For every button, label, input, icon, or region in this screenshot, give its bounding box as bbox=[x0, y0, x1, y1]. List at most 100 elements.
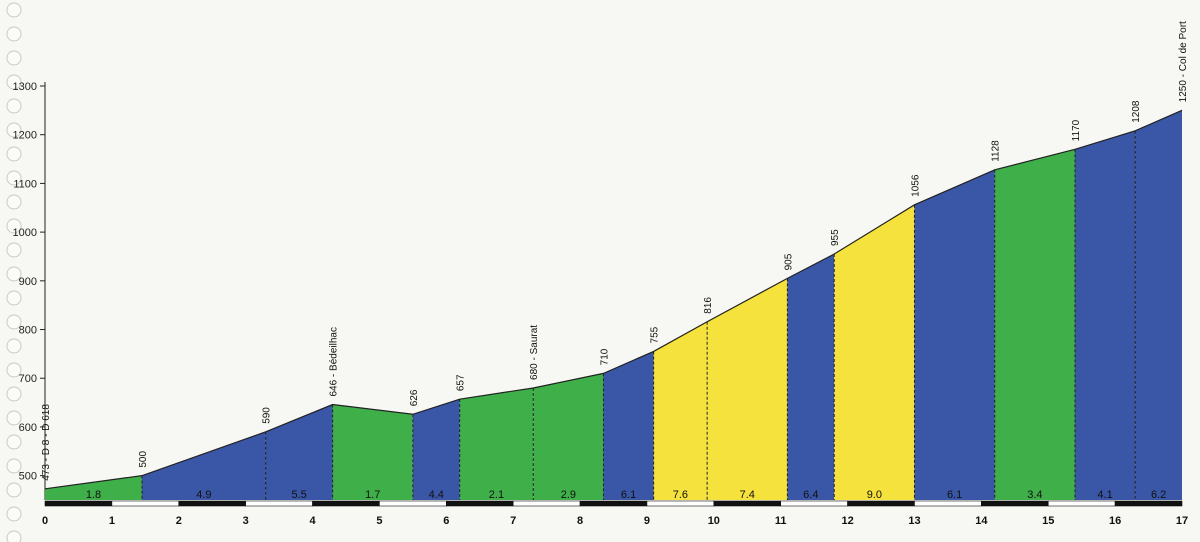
km-scale-bar bbox=[44, 500, 1183, 507]
x-tick-label: 10 bbox=[708, 515, 720, 527]
profile-segment bbox=[1135, 110, 1182, 501]
binder-hole bbox=[6, 50, 22, 66]
x-tick-label: 7 bbox=[510, 515, 516, 527]
grade-label: 7.4 bbox=[740, 489, 755, 501]
grade-label: 6.1 bbox=[621, 489, 636, 501]
binder-hole bbox=[6, 386, 22, 402]
binder-hole bbox=[6, 338, 22, 354]
binder-hole bbox=[6, 506, 22, 522]
km-scale-block bbox=[111, 500, 180, 507]
profile-segment bbox=[707, 278, 788, 500]
km-scale-block bbox=[245, 500, 313, 507]
elevation-label: 1128 bbox=[991, 140, 1002, 162]
binder-hole bbox=[6, 74, 22, 90]
profile-segment bbox=[412, 399, 460, 500]
elevation-label: 590 bbox=[262, 407, 273, 424]
km-scale-block bbox=[646, 500, 715, 507]
x-tick-label: 5 bbox=[376, 515, 382, 527]
grade-label: 6.1 bbox=[947, 489, 962, 501]
km-scale-block bbox=[914, 500, 982, 507]
km-scale-block bbox=[1114, 500, 1183, 507]
binder-hole bbox=[6, 26, 22, 42]
elevation-label: 473 - D 8 - D 618 bbox=[41, 404, 52, 481]
y-tick-label: 1100 bbox=[13, 178, 37, 190]
x-axis: 0 1 2 3 4 5 6 7 8 9 10 11 12 13 14 15 16 17 bbox=[42, 515, 1188, 527]
binder-hole bbox=[6, 146, 22, 162]
elevation-labels: 473 - D 8 - D 618 500 590 646 - Bédeilhac 62… bbox=[41, 21, 1189, 481]
profile-segment bbox=[834, 204, 915, 500]
y-tick-label: 500 bbox=[19, 471, 37, 483]
x-tick-label: 16 bbox=[1109, 515, 1121, 527]
km-scale-block bbox=[579, 500, 648, 507]
x-tick-label: 0 bbox=[42, 515, 48, 527]
elevation-label: 816 bbox=[703, 297, 714, 314]
binder-hole bbox=[6, 266, 22, 282]
binder-hole bbox=[6, 290, 22, 306]
y-tick-label: 600 bbox=[19, 422, 37, 434]
elevation-label: 755 bbox=[650, 326, 661, 343]
grade-label: 1.7 bbox=[365, 489, 380, 501]
elevation-label: 500 bbox=[138, 451, 149, 468]
elevation-label: 646 - Bédeilhac bbox=[329, 327, 340, 397]
binder-hole bbox=[6, 530, 22, 542]
km-scale-block bbox=[780, 500, 848, 507]
km-scale-block bbox=[44, 500, 113, 507]
km-scale-block bbox=[512, 500, 581, 507]
km-scale-block bbox=[1047, 500, 1116, 507]
binder-hole bbox=[6, 170, 22, 186]
binder-hole bbox=[6, 410, 22, 426]
profile-line bbox=[44, 109, 1183, 490]
grade-label: 9.0 bbox=[867, 489, 882, 501]
grade-label: 2.1 bbox=[489, 489, 504, 501]
km-scale-block bbox=[379, 500, 447, 507]
x-tick-label: 6 bbox=[443, 515, 449, 527]
binder-hole bbox=[6, 2, 22, 18]
grade-label: 7.6 bbox=[673, 489, 688, 501]
grade-label: 4.1 bbox=[1097, 489, 1112, 501]
x-tick-label: 11 bbox=[775, 515, 787, 527]
grade-label: 3.4 bbox=[1027, 489, 1042, 501]
binder-hole bbox=[6, 482, 22, 498]
profile-segment bbox=[265, 404, 333, 500]
elevation-label: 1250 - Col de Port bbox=[1178, 21, 1189, 102]
x-tick-label: 4 bbox=[309, 515, 316, 527]
binder-hole bbox=[6, 242, 22, 258]
x-tick-label: 9 bbox=[644, 515, 650, 527]
y-axis: 1300 1200 1100 1000 900 800 700 600 500 bbox=[13, 81, 46, 500]
x-tick-label: 14 bbox=[975, 515, 988, 527]
profile-segment bbox=[1074, 130, 1136, 500]
profile-segment bbox=[914, 169, 995, 501]
elevation-label: 710 bbox=[599, 348, 610, 365]
elevation-label: 905 bbox=[783, 253, 794, 270]
grade-label: 5.5 bbox=[292, 489, 307, 501]
binder-hole bbox=[6, 218, 22, 234]
profile-segment bbox=[603, 351, 654, 500]
km-scale-block bbox=[445, 500, 514, 507]
elevation-label: 626 bbox=[409, 389, 420, 406]
grade-label: 4.9 bbox=[196, 489, 211, 501]
elevation-label: 955 bbox=[830, 229, 841, 246]
y-tick-label: 700 bbox=[19, 373, 37, 385]
x-tick-label: 1 bbox=[109, 515, 115, 527]
y-tick-label: 900 bbox=[19, 276, 37, 288]
x-tick-label: 3 bbox=[243, 515, 249, 527]
grade-labels: 1.8 4.9 5.5 1.7 4.4 2.1 2.9 6.1 7.6 7.4 6.4 9.0 6.1 3… bbox=[86, 489, 1166, 501]
elevation-label: 680 - Saurat bbox=[529, 325, 540, 380]
elevation-label: 657 bbox=[456, 374, 467, 391]
y-tick-label: 1000 bbox=[13, 227, 37, 239]
binder-hole bbox=[6, 314, 22, 330]
binder-hole bbox=[6, 458, 22, 474]
km-scale-block bbox=[847, 500, 915, 507]
binder-hole bbox=[6, 122, 22, 138]
binder-hole bbox=[6, 98, 22, 114]
x-tick-label: 17 bbox=[1176, 515, 1188, 527]
profile-outline bbox=[44, 109, 1183, 490]
binder-holes bbox=[6, 2, 22, 542]
x-tick-label: 8 bbox=[577, 515, 583, 527]
y-tick-label: 1200 bbox=[13, 130, 37, 142]
y-tick-label: 1300 bbox=[13, 81, 37, 93]
binder-hole bbox=[6, 194, 22, 210]
profile-segment bbox=[787, 254, 835, 500]
profile-segment bbox=[459, 387, 534, 500]
